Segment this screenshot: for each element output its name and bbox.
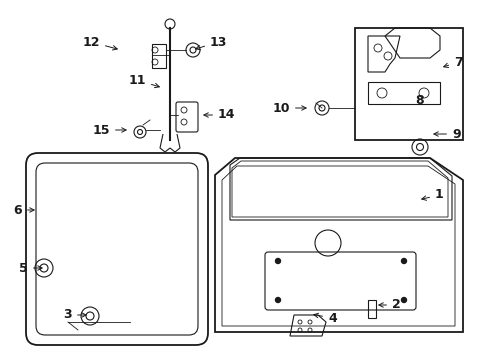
Circle shape (275, 258, 280, 264)
Text: 4: 4 (313, 311, 336, 324)
Text: 8: 8 (414, 94, 423, 107)
Text: 7: 7 (443, 55, 462, 68)
Bar (354, 28, 462, 140)
Text: 13: 13 (195, 36, 227, 50)
Text: 1: 1 (421, 189, 443, 202)
Bar (152, 44, 165, 68)
Text: 14: 14 (203, 108, 235, 122)
Circle shape (401, 258, 406, 264)
Text: 12: 12 (82, 36, 117, 50)
Text: 10: 10 (272, 102, 305, 114)
Bar (367, 82, 439, 104)
Bar (367, 300, 375, 318)
Text: 3: 3 (63, 309, 86, 321)
Text: 9: 9 (433, 127, 460, 140)
Text: 6: 6 (13, 203, 34, 216)
Text: 15: 15 (92, 123, 126, 136)
Circle shape (401, 297, 406, 302)
Circle shape (275, 297, 280, 302)
Text: 2: 2 (378, 298, 400, 311)
Text: 11: 11 (128, 73, 159, 87)
Text: 5: 5 (19, 261, 42, 274)
